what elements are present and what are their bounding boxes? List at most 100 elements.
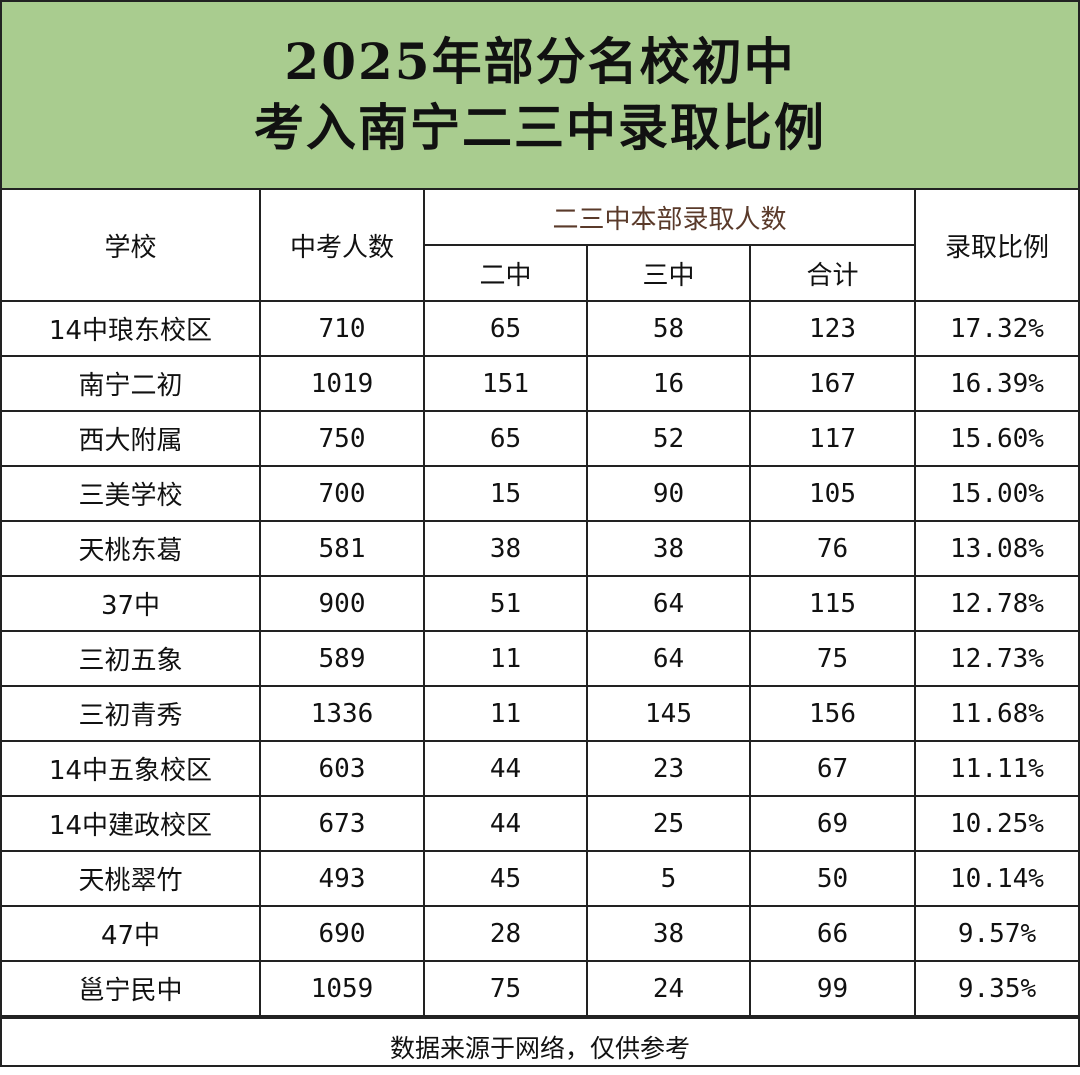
cell-total: 99 bbox=[749, 960, 916, 1017]
cell-ratio: 15.00% bbox=[914, 465, 1078, 522]
cell-total: 76 bbox=[749, 520, 916, 577]
cell-erzhong: 38 bbox=[423, 520, 588, 577]
cell-ratio: 12.73% bbox=[914, 630, 1078, 687]
cell-school: 37中 bbox=[2, 575, 261, 632]
cell-ratio: 13.08% bbox=[914, 520, 1078, 577]
cell-school: 14中琅东校区 bbox=[2, 300, 261, 357]
col-header-exam-count: 中考人数 bbox=[259, 190, 425, 302]
cell-erzhong: 44 bbox=[423, 740, 588, 797]
cell-erzhong: 11 bbox=[423, 630, 588, 687]
header-row-sub: 二中 三中 合计 bbox=[2, 244, 1078, 302]
table-row: 14中建政校区 673 44 25 69 10.25% bbox=[2, 795, 1078, 852]
cell-ratio: 11.11% bbox=[914, 740, 1078, 797]
col-header-school: 学校 bbox=[2, 190, 261, 302]
cell-erzhong: 44 bbox=[423, 795, 588, 852]
cell-erzhong: 75 bbox=[423, 960, 588, 1017]
cell-exam-count: 1336 bbox=[259, 685, 425, 742]
cell-exam-count: 710 bbox=[259, 300, 425, 357]
table-row: 三初五象 589 11 64 75 12.73% bbox=[2, 630, 1078, 687]
cell-sanzhong: 23 bbox=[586, 740, 751, 797]
cell-sanzhong: 5 bbox=[586, 850, 751, 907]
cell-exam-count: 581 bbox=[259, 520, 425, 577]
cell-total: 167 bbox=[749, 355, 916, 412]
cell-sanzhong: 145 bbox=[586, 685, 751, 742]
cell-total: 105 bbox=[749, 465, 916, 522]
table-row: 37中 900 51 64 115 12.78% bbox=[2, 575, 1078, 632]
table-row: 14中琅东校区 710 65 58 123 17.32% bbox=[2, 300, 1078, 357]
cell-school: 三初青秀 bbox=[2, 685, 261, 742]
table-row: 西大附属 750 65 52 117 15.60% bbox=[2, 410, 1078, 467]
cell-total: 67 bbox=[749, 740, 916, 797]
cell-total: 75 bbox=[749, 630, 916, 687]
cell-exam-count: 690 bbox=[259, 905, 425, 962]
cell-erzhong: 11 bbox=[423, 685, 588, 742]
cell-ratio: 11.68% bbox=[914, 685, 1078, 742]
cell-exam-count: 1019 bbox=[259, 355, 425, 412]
table-row: 47中 690 28 38 66 9.57% bbox=[2, 905, 1078, 962]
cell-erzhong: 51 bbox=[423, 575, 588, 632]
cell-school: 邕宁民中 bbox=[2, 960, 261, 1017]
cell-school: 14中建政校区 bbox=[2, 795, 261, 852]
cell-ratio: 12.78% bbox=[914, 575, 1078, 632]
cell-exam-count: 1059 bbox=[259, 960, 425, 1017]
cell-exam-count: 750 bbox=[259, 410, 425, 467]
cell-exam-count: 900 bbox=[259, 575, 425, 632]
col-header-ratio: 录取比例 bbox=[914, 190, 1078, 302]
table-row: 三初青秀 1336 11 145 156 11.68% bbox=[2, 685, 1078, 742]
table-row: 天桃东葛 581 38 38 76 13.08% bbox=[2, 520, 1078, 577]
cell-ratio: 17.32% bbox=[914, 300, 1078, 357]
cell-school: 西大附属 bbox=[2, 410, 261, 467]
title-line-2: 考入南宁二三中录取比例 bbox=[254, 98, 826, 157]
cell-school: 天桃翠竹 bbox=[2, 850, 261, 907]
cell-exam-count: 589 bbox=[259, 630, 425, 687]
cell-total: 69 bbox=[749, 795, 916, 852]
cell-sanzhong: 52 bbox=[586, 410, 751, 467]
cell-ratio: 15.60% bbox=[914, 410, 1078, 467]
source-note: 数据来源于网络，仅供参考 bbox=[2, 1017, 1078, 1075]
cell-sanzhong: 38 bbox=[586, 520, 751, 577]
cell-sanzhong: 16 bbox=[586, 355, 751, 412]
cell-ratio: 9.35% bbox=[914, 960, 1078, 1017]
cell-ratio: 16.39% bbox=[914, 355, 1078, 412]
cell-school: 三美学校 bbox=[2, 465, 261, 522]
cell-erzhong: 45 bbox=[423, 850, 588, 907]
cell-sanzhong: 38 bbox=[586, 905, 751, 962]
cell-sanzhong: 90 bbox=[586, 465, 751, 522]
table-row: 三美学校 700 15 90 105 15.00% bbox=[2, 465, 1078, 522]
admission-table: 学校 中考人数 二三中本部录取人数 录取比例 二中 三中 合计 14中琅东校区 … bbox=[2, 190, 1078, 1017]
cell-total: 115 bbox=[749, 575, 916, 632]
cell-erzhong: 65 bbox=[423, 410, 588, 467]
cell-sanzhong: 64 bbox=[586, 575, 751, 632]
table-row: 南宁二初 1019 151 16 167 16.39% bbox=[2, 355, 1078, 412]
cell-total: 156 bbox=[749, 685, 916, 742]
cell-total: 117 bbox=[749, 410, 916, 467]
cell-exam-count: 603 bbox=[259, 740, 425, 797]
header-row-top: 学校 中考人数 二三中本部录取人数 录取比例 bbox=[2, 190, 1078, 302]
cell-sanzhong: 24 bbox=[586, 960, 751, 1017]
cell-school: 14中五象校区 bbox=[2, 740, 261, 797]
cell-exam-count: 673 bbox=[259, 795, 425, 852]
col-header-total: 合计 bbox=[749, 244, 915, 302]
cell-erzhong: 151 bbox=[423, 355, 588, 412]
cell-ratio: 10.14% bbox=[914, 850, 1078, 907]
cell-sanzhong: 25 bbox=[586, 795, 751, 852]
cell-total: 50 bbox=[749, 850, 916, 907]
cell-exam-count: 493 bbox=[259, 850, 425, 907]
cell-sanzhong: 64 bbox=[586, 630, 751, 687]
cell-exam-count: 700 bbox=[259, 465, 425, 522]
cell-total: 123 bbox=[749, 300, 916, 357]
cell-erzhong: 65 bbox=[423, 300, 588, 357]
cell-sanzhong: 58 bbox=[586, 300, 751, 357]
cell-erzhong: 15 bbox=[423, 465, 588, 522]
cell-ratio: 10.25% bbox=[914, 795, 1078, 852]
cell-school: 三初五象 bbox=[2, 630, 261, 687]
cell-total: 66 bbox=[749, 905, 916, 962]
cell-ratio: 9.57% bbox=[914, 905, 1078, 962]
cell-school: 47中 bbox=[2, 905, 261, 962]
title-banner: 2025年部分名校初中 考入南宁二三中录取比例 bbox=[2, 2, 1078, 190]
cell-erzhong: 28 bbox=[423, 905, 588, 962]
cell-school: 天桃东葛 bbox=[2, 520, 261, 577]
col-header-group: 二三中本部录取人数 bbox=[423, 190, 916, 246]
col-header-erzhong: 二中 bbox=[424, 244, 588, 302]
